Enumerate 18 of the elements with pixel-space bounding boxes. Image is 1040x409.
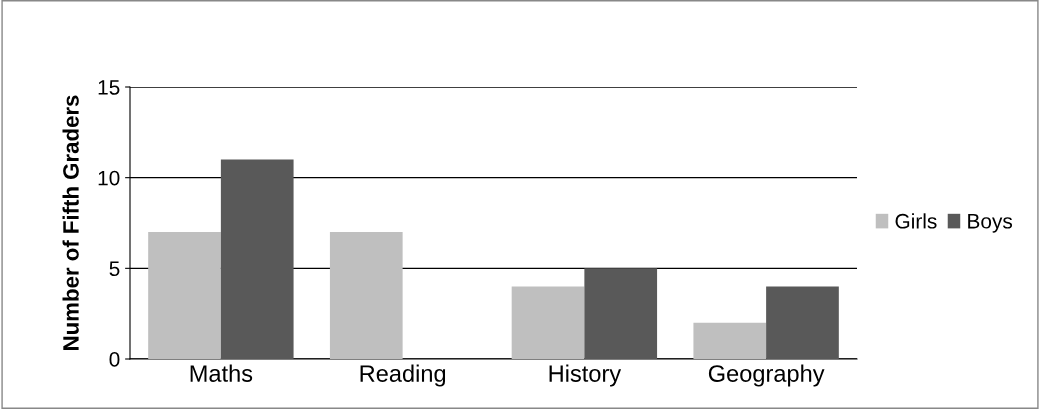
bar bbox=[511, 286, 585, 359]
bar bbox=[329, 232, 403, 359]
legend-label: Girls bbox=[895, 213, 937, 229]
y-tick-label: 10 bbox=[98, 170, 120, 186]
y-axis-title: Number of Fifth Graders bbox=[62, 95, 79, 350]
x-tick-label: Geography bbox=[708, 364, 825, 387]
y-tick-label: 5 bbox=[109, 261, 120, 277]
bar bbox=[693, 322, 767, 359]
bar bbox=[220, 159, 294, 359]
y-tick-label: 0 bbox=[109, 352, 120, 367]
bar bbox=[148, 232, 221, 359]
x-tick-label: Reading bbox=[360, 364, 446, 387]
x-tick-label: Maths bbox=[190, 364, 253, 382]
y-tick-label: 15 bbox=[98, 80, 120, 95]
bar bbox=[766, 286, 839, 359]
legend-label: Boys bbox=[968, 214, 1013, 233]
bar bbox=[584, 268, 658, 359]
x-tick-label: History bbox=[549, 364, 622, 387]
